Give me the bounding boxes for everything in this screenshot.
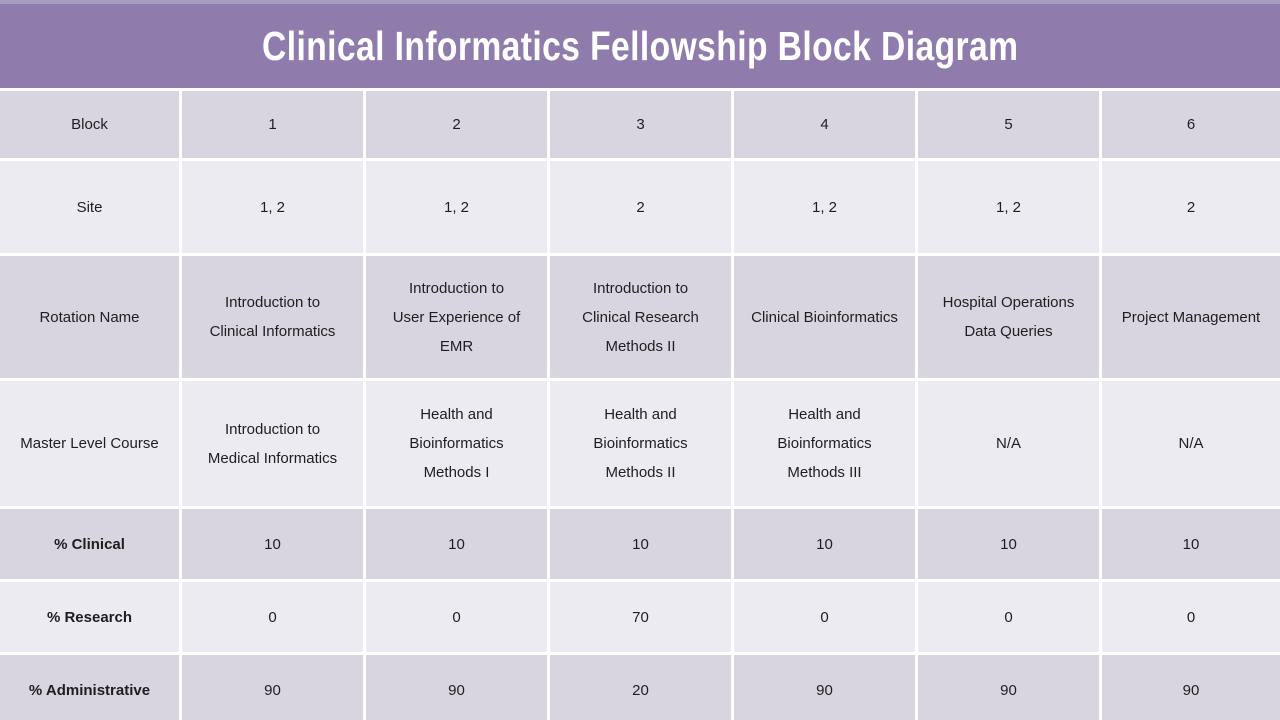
block-diagram-table: Block 1 2 3 4 5 6 Site 1, 2 1, 2 2 1, 2 1, 2 2 Rotatio… [0,88,1280,720]
table-cell: 0 [366,582,547,652]
table-cell: 90 [734,655,915,720]
table-cell: 1, 2 [182,161,363,253]
row-label: % Research [0,582,179,652]
table-row: Master Level Course Introduction to Medic… [0,381,1280,506]
table-cell: Clinical Bioinformatics [734,256,915,378]
table-cell: N/A [1102,381,1280,506]
table-cell: 0 [1102,582,1280,652]
table-cell: Project Management [1102,256,1280,378]
table-cell: 4 [734,91,915,158]
table-cell: Introduction to Clinical Informatics [182,256,363,378]
table-cell: 6 [1102,91,1280,158]
table-cell: 1, 2 [734,161,915,253]
page-title: Clinical Informatics Fellowship Block Di… [261,22,1019,69]
table-cell: 10 [366,509,547,579]
table-cell: 2 [550,161,731,253]
table-cell: 90 [1102,655,1280,720]
table-cell: Health and Bioinformatics Methods I [366,381,547,506]
row-label: Block [0,91,179,158]
table-cell: Health and Bioinformatics Methods II [550,381,731,506]
table-cell: 0 [918,582,1099,652]
row-label: Site [0,161,179,253]
table-cell: 10 [550,509,731,579]
table-cell: N/A [918,381,1099,506]
table-cell: Introduction to Medical Informatics [182,381,363,506]
table-cell: 10 [734,509,915,579]
table-cell: 10 [182,509,363,579]
table-cell: 70 [550,582,731,652]
table-cell: 20 [550,655,731,720]
table-cell: 0 [182,582,363,652]
table-cell: 90 [918,655,1099,720]
table-cell: 1, 2 [366,161,547,253]
row-label: Master Level Course [0,381,179,506]
table-cell: 10 [1102,509,1280,579]
title-banner: Clinical Informatics Fellowship Block Di… [0,0,1280,88]
table-cell: 1 [182,91,363,158]
table-row: % Administrative 90 90 20 90 90 90 [0,655,1280,720]
table-cell: Health and Bioinformatics Methods III [734,381,915,506]
row-label: % Administrative [0,655,179,720]
table-row: Block 1 2 3 4 5 6 [0,91,1280,158]
table-cell: Hospital Operations Data Queries [918,256,1099,378]
table-cell: 10 [918,509,1099,579]
table-cell: 90 [182,655,363,720]
table-row: % Clinical 10 10 10 10 10 10 [0,509,1280,579]
table-cell: 0 [734,582,915,652]
row-label: % Clinical [0,509,179,579]
table-cell: Introduction to Clinical Research Method… [550,256,731,378]
table-cell: 5 [918,91,1099,158]
table-cell: 2 [1102,161,1280,253]
table-cell: 2 [366,91,547,158]
table-cell: Introduction to User Experience of EMR [366,256,547,378]
table-cell: 1, 2 [918,161,1099,253]
row-label: Rotation Name [0,256,179,378]
table-cell: 3 [550,91,731,158]
table-row: Rotation Name Introduction to Clinical In… [0,256,1280,378]
table-cell: 90 [366,655,547,720]
table-row: % Research 0 0 70 0 0 0 [0,582,1280,652]
